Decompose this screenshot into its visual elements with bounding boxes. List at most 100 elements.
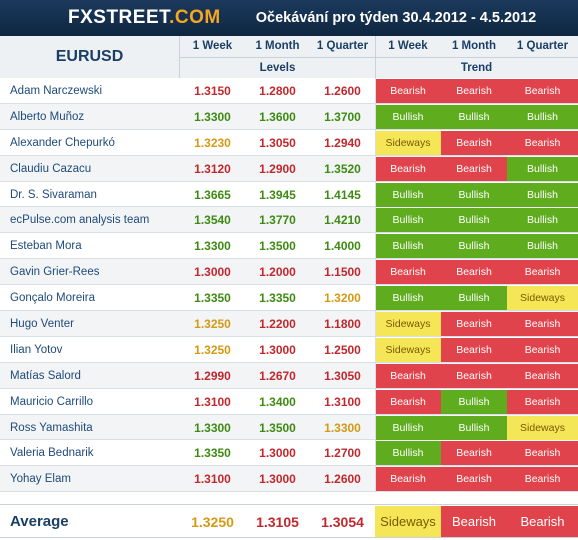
levels-trend-divider	[375, 78, 376, 492]
trend-month: Bearish	[441, 156, 507, 181]
level-quarter: 1.3520	[324, 161, 361, 176]
level-month: 1.2900	[259, 161, 296, 176]
fxstreet-logo[interactable]: FXSTREET.COM	[68, 7, 221, 29]
level-week: 1.3665	[194, 187, 231, 202]
average-level-month: 1.3105	[256, 514, 299, 530]
level-week: 1.3540	[194, 213, 231, 228]
analyst-name-link[interactable]: Hugo Venter	[10, 318, 74, 331]
level-quarter: 1.3050	[324, 368, 361, 383]
analyst-name-link[interactable]: Adam Narczewski	[10, 85, 103, 97]
table-row: Yohay Elam 1.3100 1.3000 1.2600 Bearish Beari…	[0, 466, 578, 493]
analyst-name-link[interactable]: Mauricio Carrillo	[10, 395, 94, 408]
trend-month: Bearish	[441, 467, 507, 492]
level-quarter: 1.2940	[324, 135, 361, 150]
trend-month: Bearish	[441, 130, 507, 155]
level-week: 1.3300	[194, 239, 231, 254]
trend-quarter: Bearish	[507, 363, 578, 388]
trend-week: Bearish	[375, 389, 441, 414]
table-row: Alberto Muñoz 1.3300 1.3600 1.3700 Bullish Bu…	[0, 103, 578, 130]
col-levels-month: 1 Month	[255, 40, 300, 52]
trend-quarter: Bearish	[507, 79, 578, 103]
header-bar: FXSTREET.COM Očekávání pro týden 30.4.20…	[0, 0, 578, 36]
trend-week: Bullish	[375, 208, 441, 233]
level-week: 1.3000	[194, 265, 231, 280]
table-row: Hugo Venter 1.3250 1.2200 1.1800 Sideways Bea…	[0, 311, 578, 337]
analyst-name-link[interactable]: Valeria Bednarik	[10, 447, 94, 460]
level-quarter: 1.3700	[324, 109, 361, 124]
analyst-name-link[interactable]: Esteban Mora	[10, 240, 82, 253]
trend-quarter: Bearish	[507, 441, 578, 466]
trend-week: Bearish	[375, 260, 441, 285]
analyst-name-link[interactable]: Claudiu Cazacu	[10, 162, 92, 175]
level-month: 1.3770	[259, 213, 296, 228]
level-quarter: 1.3300	[324, 420, 361, 435]
col-trend-quarter: 1 Quarter	[516, 40, 569, 52]
table-row: Adam Narczewski 1.3150 1.2800 1.2600 Bearish…	[0, 78, 578, 104]
analyst-name-link[interactable]: Dr. S. Sivaraman	[10, 188, 97, 201]
page-title: Očekávání pro týden 30.4.2012 - 4.5.2012	[255, 10, 537, 26]
level-month: 1.3400	[259, 394, 296, 409]
level-quarter: 1.2600	[324, 84, 361, 98]
level-week: 1.3250	[194, 342, 231, 357]
level-month: 1.3050	[259, 135, 296, 150]
trend-month: Bearish	[441, 312, 507, 337]
forecast-rows: Adam Narczewski 1.3150 1.2800 1.2600 Bearish…	[0, 78, 578, 493]
analyst-name-link[interactable]: Alexander Chepurkó	[10, 136, 115, 149]
trend-month: Bearish	[441, 79, 507, 103]
level-week: 1.3300	[194, 420, 231, 435]
trend-week: Bearish	[375, 156, 441, 181]
trend-week: Sideways	[375, 312, 441, 337]
analyst-name-link[interactable]: Ross Yamashita	[10, 421, 93, 434]
trend-month: Bullish	[441, 389, 507, 414]
trend-quarter: Bearish	[507, 260, 578, 285]
table-row: Dr. S. Sivaraman 1.3665 1.3945 1.4145 Bullis…	[0, 182, 578, 208]
trend-quarter: Bearish	[507, 312, 578, 337]
trend-week: Bullish	[375, 286, 441, 311]
level-quarter: 1.1500	[324, 265, 361, 280]
analyst-name-link[interactable]: Ilian Yotov	[10, 343, 63, 356]
level-quarter: 1.4000	[324, 239, 361, 254]
level-week: 1.3150	[194, 84, 231, 98]
trend-week: Sideways	[375, 337, 441, 362]
table-row: Valeria Bednarik 1.3350 1.3000 1.2700 Bullis…	[0, 440, 578, 467]
level-quarter: 1.3100	[324, 394, 361, 409]
trend-week: Bullish	[375, 182, 441, 207]
table-row: Gavin Grier-Rees 1.3000 1.2000 1.1500 Bearis…	[0, 259, 578, 286]
table-row: Ilian Yotov 1.3250 1.3000 1.2500 Sideways Bea…	[0, 337, 578, 363]
table-header: EURUSD 1 Week 1 Month 1 Quarter 1 Week 1…	[0, 36, 578, 78]
table-row: Matías Salord 1.2990 1.2670 1.3050 Bearish Be…	[0, 362, 578, 389]
trend-month: Bearish	[441, 260, 507, 285]
trend-month: Bullish	[441, 415, 507, 440]
analyst-name-link[interactable]: Alberto Muñoz	[10, 110, 85, 123]
level-week: 1.3350	[194, 446, 231, 461]
trend-quarter: Bullish	[507, 182, 578, 207]
trend-quarter: Bearish	[507, 467, 578, 492]
col-trend-month: 1 Month	[451, 40, 497, 52]
trend-month: Bearish	[441, 363, 507, 388]
table-row: Mauricio Carrillo 1.3100 1.3400 1.3100 Beari…	[0, 389, 578, 415]
level-week: 1.3230	[194, 135, 231, 150]
analyst-name-link[interactable]: Matías Salord	[10, 369, 81, 382]
level-month: 1.3600	[259, 109, 296, 124]
level-month: 1.3500	[259, 420, 296, 435]
level-week: 1.3100	[194, 472, 231, 487]
level-month: 1.2670	[259, 368, 296, 383]
analyst-name-link[interactable]: Gonçalo Moreira	[10, 292, 96, 305]
table-row: Alexander Chepurkó 1.3230 1.3050 1.2940 Side…	[0, 130, 578, 156]
analyst-name-link[interactable]: ecPulse.com analysis team	[10, 214, 150, 227]
header-divider	[375, 36, 376, 78]
trend-week: Sideways	[375, 130, 441, 155]
table-row: Gonçalo Moreira 1.3350 1.3350 1.3200 Bullish…	[0, 285, 578, 312]
trend-quarter: Bullish	[507, 234, 578, 259]
level-week: 1.3100	[194, 394, 231, 409]
level-quarter: 1.4210	[324, 213, 361, 228]
col-levels-week: 1 Week	[192, 40, 233, 52]
level-quarter: 1.4145	[324, 187, 361, 202]
analyst-name-link[interactable]: Gavin Grier-Rees	[10, 266, 100, 279]
analyst-name-link[interactable]: Yohay Elam	[10, 473, 71, 486]
level-month: 1.2200	[259, 317, 296, 332]
trend-quarter: Sideways	[507, 415, 578, 440]
level-month: 1.3000	[259, 342, 296, 357]
level-month: 1.2000	[259, 265, 296, 280]
trend-month: Bullish	[441, 104, 507, 129]
